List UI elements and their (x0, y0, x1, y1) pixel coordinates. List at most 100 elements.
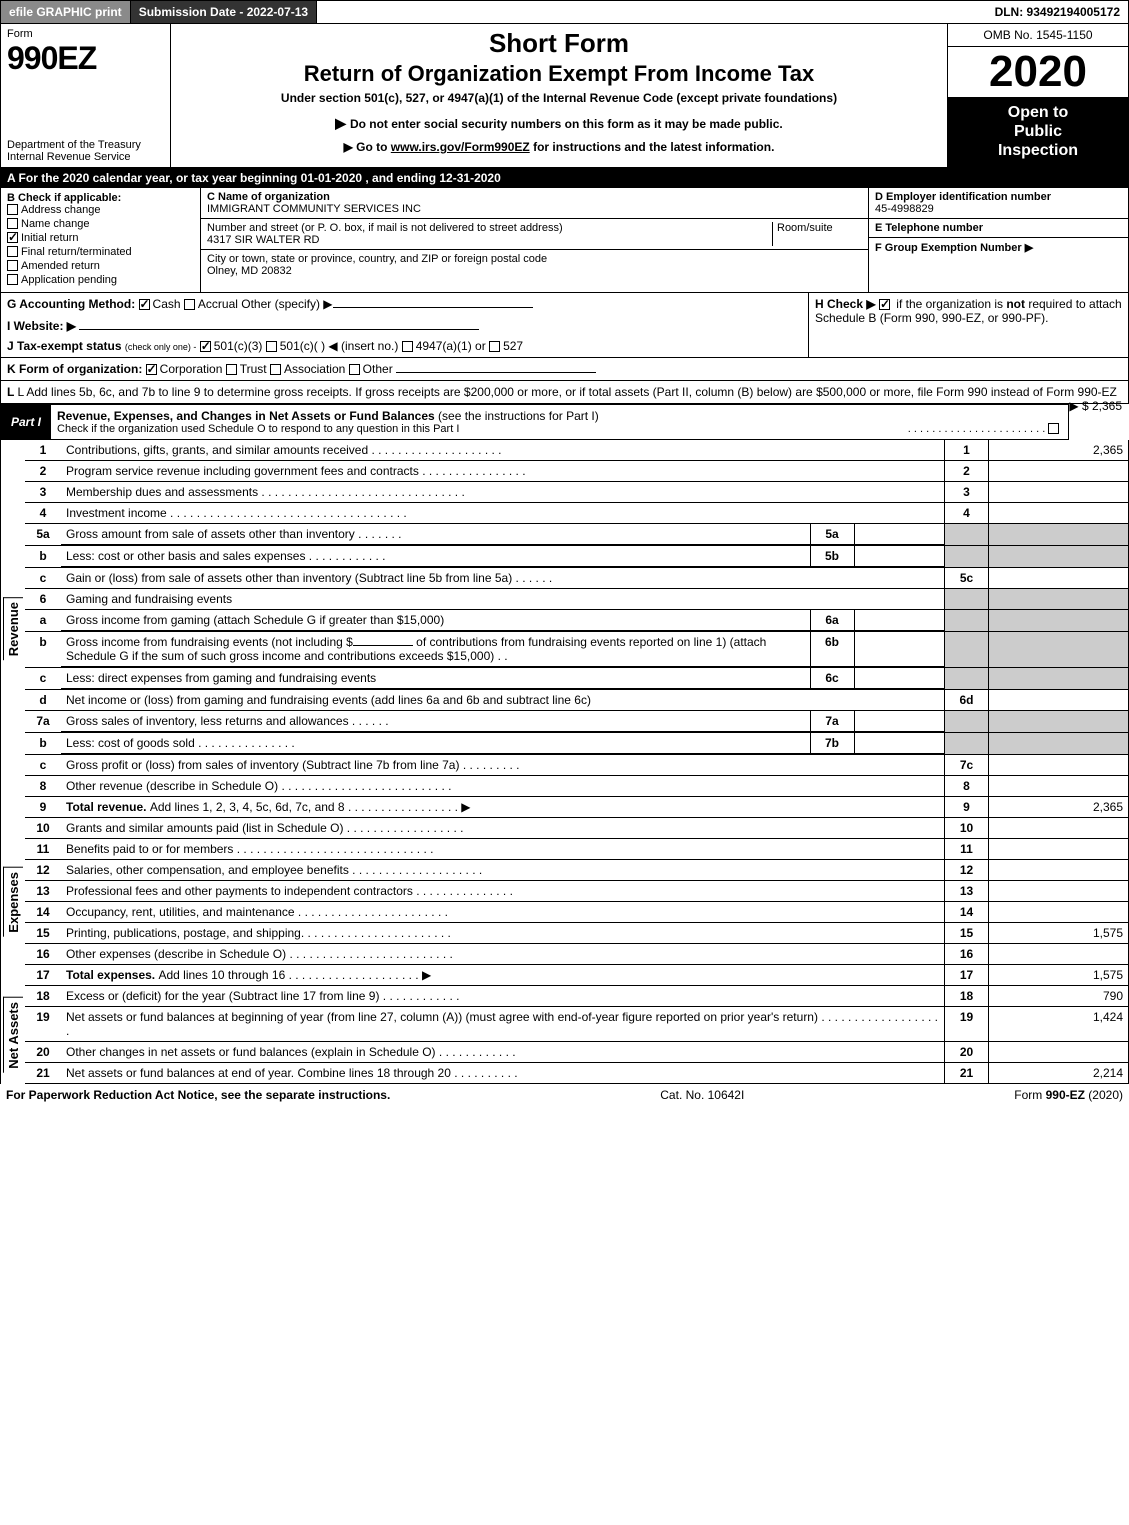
section-b: B Check if applicable: Address change Na… (1, 188, 201, 292)
line-7b: bLess: cost of goods sold . . . . . . . … (25, 732, 1129, 754)
line-19-amount: 1,424 (989, 1006, 1129, 1041)
checkbox-other-org[interactable] (349, 364, 360, 375)
checkbox-501c3[interactable] (200, 341, 211, 352)
line-9-amount: 2,365 (989, 796, 1129, 817)
checkbox-initial-return[interactable] (7, 232, 18, 243)
submission-date-button[interactable]: Submission Date - 2022-07-13 (131, 1, 317, 23)
line-1-amount: 2,365 (989, 440, 1129, 461)
section-def: D Employer identification number 45-4998… (868, 188, 1128, 292)
ssn-notice: ▶ Do not enter social security numbers o… (177, 115, 941, 132)
line-18-amount: 790 (989, 986, 1129, 1007)
street-value: 4317 SIR WALTER RD (207, 234, 319, 246)
other-specify-input[interactable] (333, 307, 533, 308)
checkbox-501c[interactable] (266, 341, 277, 352)
checkbox-schedule-o-part1[interactable] (1048, 423, 1059, 434)
fundraising-contrib-input[interactable] (353, 645, 413, 646)
other-org-input[interactable] (396, 372, 596, 373)
under-section: Under section 501(c), 527, or 4947(a)(1)… (177, 91, 941, 105)
net-assets-table: 18Excess or (deficit) for the year (Subt… (25, 986, 1129, 1084)
line-10: 10Grants and similar amounts paid (list … (25, 818, 1129, 839)
line-1: 1Contributions, gifts, grants, and simil… (25, 440, 1129, 461)
website-label: I Website: ▶ (7, 319, 76, 333)
checkbox-corporation[interactable] (146, 364, 157, 375)
org-info-block: B Check if applicable: Address change Na… (0, 188, 1129, 293)
org-name: IMMIGRANT COMMUNITY SERVICES INC (207, 203, 421, 215)
gross-receipts-amount: ▶ $ 2,365 (1069, 399, 1122, 413)
efile-print-button[interactable]: efile GRAPHIC print (1, 1, 131, 23)
city-label: City or town, state or province, country… (207, 253, 547, 265)
telephone-label: E Telephone number (875, 222, 983, 234)
expenses-label: Expenses (3, 867, 23, 937)
form-number: 990EZ (7, 40, 164, 77)
department-label: Department of the Treasury Internal Reve… (7, 139, 164, 163)
checkbox-application-pending[interactable] (7, 274, 18, 285)
section-l: L L Add lines 5b, 6c, and 7b to line 9 t… (0, 381, 1129, 404)
checkbox-trust[interactable] (226, 364, 237, 375)
expenses-section: Expenses 10Grants and similar amounts pa… (0, 818, 1129, 986)
line-7a: 7aGross sales of inventory, less returns… (25, 710, 1129, 732)
checkbox-cash[interactable] (139, 299, 150, 310)
line-17: 17Total expenses. Add lines 10 through 1… (25, 964, 1129, 985)
line-6d: dNet income or (loss) from gaming and fu… (25, 689, 1129, 710)
section-c: C Name of organization IMMIGRANT COMMUNI… (201, 188, 868, 292)
line-13: 13Professional fees and other payments t… (25, 880, 1129, 901)
checkbox-name-change[interactable] (7, 218, 18, 229)
line-5b: bLess: cost or other basis and sales exp… (25, 545, 1129, 567)
line-3: 3Membership dues and assessments . . . .… (25, 481, 1129, 502)
irs-link[interactable]: www.irs.gov/Form990EZ (391, 140, 530, 154)
street-label: Number and street (or P. O. box, if mail… (207, 222, 563, 234)
section-h: H Check ▶ if the organization is not req… (808, 293, 1128, 357)
checkbox-schedule-b-not-required[interactable] (879, 299, 890, 310)
group-exemption-label: F Group Exemption Number ▶ (875, 242, 1033, 254)
open-public-badge: Open to Public Inspection (948, 97, 1128, 167)
line-17-amount: 1,575 (989, 964, 1129, 985)
line-12: 12Salaries, other compensation, and empl… (25, 859, 1129, 880)
header-center: Short Form Return of Organization Exempt… (171, 24, 948, 167)
section-b-title: B Check if applicable: (7, 192, 194, 204)
revenue-section: Revenue 1Contributions, gifts, grants, a… (0, 440, 1129, 818)
part-1-title: Revenue, Expenses, and Changes in Net As… (51, 404, 1068, 440)
checkbox-final-return[interactable] (7, 246, 18, 257)
line-6: 6Gaming and fundraising events (25, 588, 1129, 609)
header-right: OMB No. 1545-1150 2020 Open to Public In… (948, 24, 1128, 167)
part-1-label: Part I (1, 411, 51, 433)
ein-value: 45-4998829 (875, 203, 934, 215)
line-8: 8Other revenue (describe in Schedule O) … (25, 775, 1129, 796)
checkbox-amended-return[interactable] (7, 260, 18, 271)
section-gh: G Accounting Method: Cash Accrual Other … (0, 293, 1129, 358)
checkbox-address-change[interactable] (7, 204, 18, 215)
page-footer: For Paperwork Reduction Act Notice, see … (0, 1084, 1129, 1106)
line-5a: 5aGross amount from sale of assets other… (25, 523, 1129, 545)
checkbox-4947[interactable] (402, 341, 413, 352)
ein-label: D Employer identification number (875, 191, 1051, 203)
form-reference: Form 990-EZ (2020) (1014, 1088, 1123, 1102)
checkbox-accrual[interactable] (184, 299, 195, 310)
line-6b: bGross income from fundraising events (n… (25, 631, 1129, 667)
line-5c: cGain or (loss) from sale of assets othe… (25, 567, 1129, 588)
checkbox-association[interactable] (270, 364, 281, 375)
line-15-amount: 1,575 (989, 922, 1129, 943)
line-6a: aGross income from gaming (attach Schedu… (25, 609, 1129, 631)
line-19: 19Net assets or fund balances at beginni… (25, 1006, 1129, 1041)
return-title: Return of Organization Exempt From Incom… (177, 61, 941, 87)
catalog-number: Cat. No. 10642I (660, 1088, 744, 1102)
checkbox-527[interactable] (489, 341, 500, 352)
website-input[interactable] (79, 329, 479, 330)
tax-exempt-label: J Tax-exempt status (7, 339, 122, 353)
line-15: 15Printing, publications, postage, and s… (25, 922, 1129, 943)
line-21-amount: 2,214 (989, 1062, 1129, 1083)
tax-year: 2020 (948, 47, 1128, 97)
line-14: 14Occupancy, rent, utilities, and mainte… (25, 901, 1129, 922)
goto-line: ▶ Go to www.irs.gov/Form990EZ for instru… (177, 140, 941, 154)
section-g: G Accounting Method: Cash Accrual Other … (1, 293, 808, 357)
period-strip: A For the 2020 calendar year, or tax yea… (0, 168, 1129, 188)
line-9: 9Total revenue. Add lines 1, 2, 3, 4, 5c… (25, 796, 1129, 817)
city-value: Olney, MD 20832 (207, 265, 292, 277)
part-1-header: Part I Revenue, Expenses, and Changes in… (0, 404, 1069, 440)
line-18: 18Excess or (deficit) for the year (Subt… (25, 986, 1129, 1007)
room-label: Room/suite (777, 222, 833, 234)
line-16: 16Other expenses (describe in Schedule O… (25, 943, 1129, 964)
org-name-label: C Name of organization (207, 191, 330, 203)
line-4: 4Investment income . . . . . . . . . . .… (25, 502, 1129, 523)
line-2: 2Program service revenue including gover… (25, 460, 1129, 481)
